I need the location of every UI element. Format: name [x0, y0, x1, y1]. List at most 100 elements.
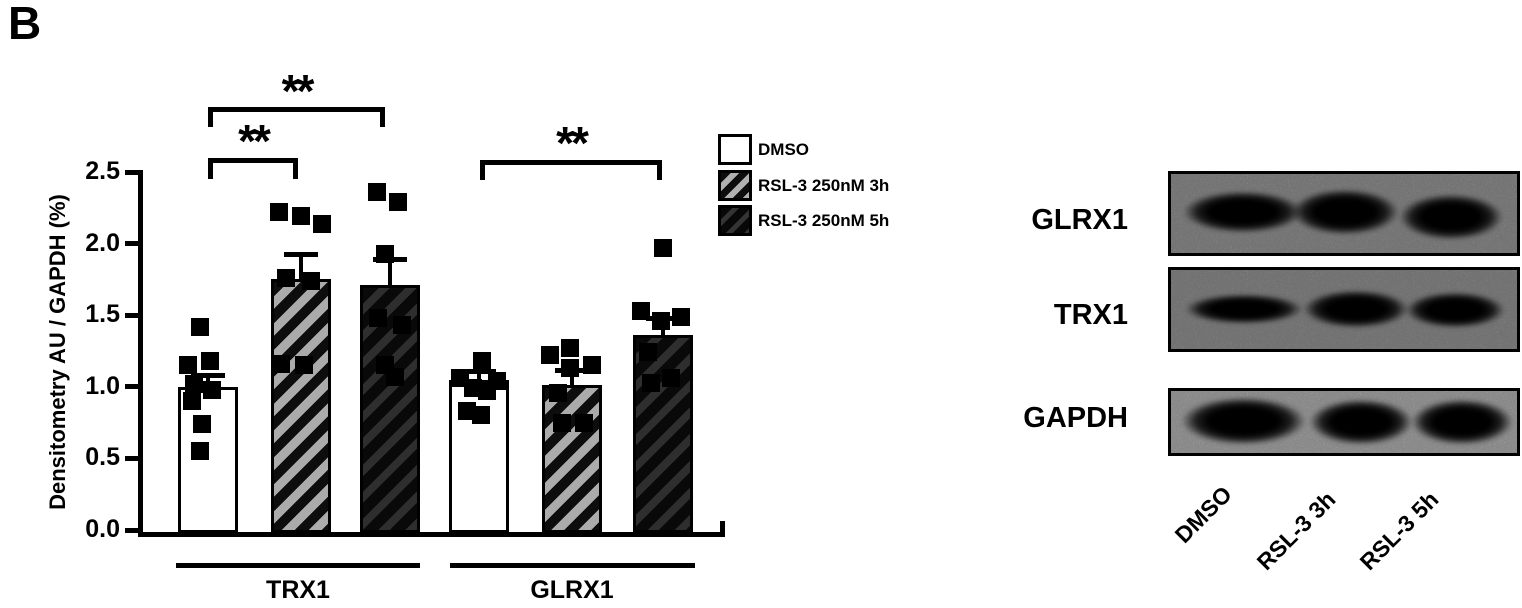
- significance-bracket-bar: [208, 158, 298, 163]
- error-bar-stem: [477, 371, 481, 382]
- error-bar-stem: [388, 259, 392, 288]
- error-bar-stem: [299, 253, 303, 282]
- blot-row-label: TRX1: [1053, 299, 1128, 331]
- data-point: [183, 392, 201, 411]
- blot-lane-label: RSL-3 5h: [1354, 486, 1444, 575]
- significance-bracket-leg: [380, 107, 385, 127]
- blot-band: [1399, 194, 1503, 240]
- error-bar-stem: [570, 369, 574, 388]
- data-point: [672, 307, 690, 326]
- data-point: [541, 346, 559, 365]
- blot-image-gapdh: [1168, 388, 1520, 456]
- data-point: [313, 214, 331, 233]
- legend-label: RSL-3 250nM 3h: [758, 176, 890, 195]
- error-bar-cap: [284, 251, 318, 257]
- blot-row-label: GLRX1: [1031, 204, 1128, 236]
- data-point: [639, 343, 657, 362]
- error-bar-cap: [191, 373, 225, 379]
- x-axis-end-tick: [720, 521, 725, 534]
- data-point: [292, 207, 310, 226]
- legend-swatch-dark-hatched: [718, 205, 752, 236]
- group-underline: [176, 563, 420, 568]
- bar-trx1-1: [271, 279, 331, 533]
- significance-bracket-leg: [293, 158, 298, 179]
- data-point: [478, 382, 496, 401]
- data-point: [561, 339, 579, 358]
- legend-swatch-gray-hatched: [718, 170, 752, 201]
- legend-label: DMSO: [758, 140, 809, 159]
- group-label: GLRX1: [530, 576, 614, 604]
- blot-band: [1411, 399, 1513, 445]
- significance-bracket-bar: [208, 107, 385, 112]
- data-point: [632, 301, 650, 320]
- panel-label: B: [8, 0, 42, 49]
- significance-bracket-leg: [657, 160, 662, 180]
- significance-stars: **: [238, 115, 271, 167]
- data-point: [376, 244, 394, 263]
- significance-bracket-bar: [480, 160, 662, 165]
- data-point: [652, 311, 670, 330]
- data-point: [179, 356, 197, 375]
- data-point: [193, 415, 211, 434]
- data-point: [472, 406, 490, 425]
- data-point: [191, 442, 209, 461]
- data-point: [575, 413, 593, 432]
- group-label: TRX1: [266, 576, 330, 604]
- blot-band: [1309, 399, 1413, 445]
- blot-band: [1185, 294, 1303, 324]
- data-point: [368, 183, 386, 202]
- y-axis-tick-label: 1.5: [85, 300, 120, 329]
- blot-lane-label: RSL-3 3h: [1251, 486, 1341, 575]
- data-point: [191, 317, 209, 336]
- data-point: [369, 309, 387, 328]
- data-point: [203, 380, 221, 399]
- y-axis-tick: [125, 384, 138, 390]
- data-point: [458, 402, 476, 421]
- legend-swatch-white: [718, 134, 752, 165]
- data-point: [185, 374, 203, 393]
- y-axis-line: [138, 170, 143, 537]
- data-point: [270, 203, 288, 222]
- y-axis-tick-label: 1.0: [85, 371, 120, 400]
- data-point: [272, 354, 290, 373]
- data-point: [662, 369, 680, 388]
- blot-image-glrx1: [1168, 171, 1520, 256]
- data-point: [302, 271, 320, 290]
- error-bar-cap: [462, 369, 496, 375]
- data-point: [553, 413, 571, 432]
- blot-band: [1303, 290, 1409, 328]
- data-point: [295, 356, 313, 375]
- y-axis-tick-label: 2.5: [85, 157, 120, 185]
- blot-band: [1181, 397, 1306, 445]
- significance-bracket-leg: [480, 160, 485, 180]
- data-point: [549, 383, 567, 402]
- significance-bracket-leg: [208, 158, 213, 179]
- legend-label: RSL-3 250nM 5h: [758, 211, 890, 230]
- y-axis-tick: [125, 169, 138, 175]
- significance-stars: **: [281, 65, 315, 117]
- data-point: [473, 352, 491, 371]
- y-axis-tick-label: 2.0: [85, 228, 120, 257]
- blot-lane-label: DMSO: [1169, 480, 1237, 548]
- data-point: [583, 356, 601, 375]
- data-point: [389, 193, 407, 212]
- group-underline: [450, 563, 695, 568]
- blot-band: [1183, 191, 1303, 233]
- data-point: [201, 352, 219, 371]
- data-point: [386, 367, 404, 386]
- data-point: [654, 238, 672, 257]
- y-axis-tick-label: 0.0: [85, 515, 120, 543]
- y-axis-tick: [125, 527, 138, 533]
- blot-row-label: GAPDH: [1023, 402, 1128, 434]
- bar-glrx1-1: [542, 385, 602, 533]
- blot-band: [1405, 292, 1505, 328]
- y-axis-tick: [125, 455, 138, 461]
- data-point: [277, 268, 295, 287]
- y-axis-tick: [125, 241, 138, 247]
- data-point: [561, 359, 579, 378]
- x-axis-line: [138, 532, 725, 537]
- significance-bracket-leg: [208, 107, 213, 127]
- data-point: [464, 379, 482, 398]
- y-axis-tick-label: 0.5: [85, 443, 120, 472]
